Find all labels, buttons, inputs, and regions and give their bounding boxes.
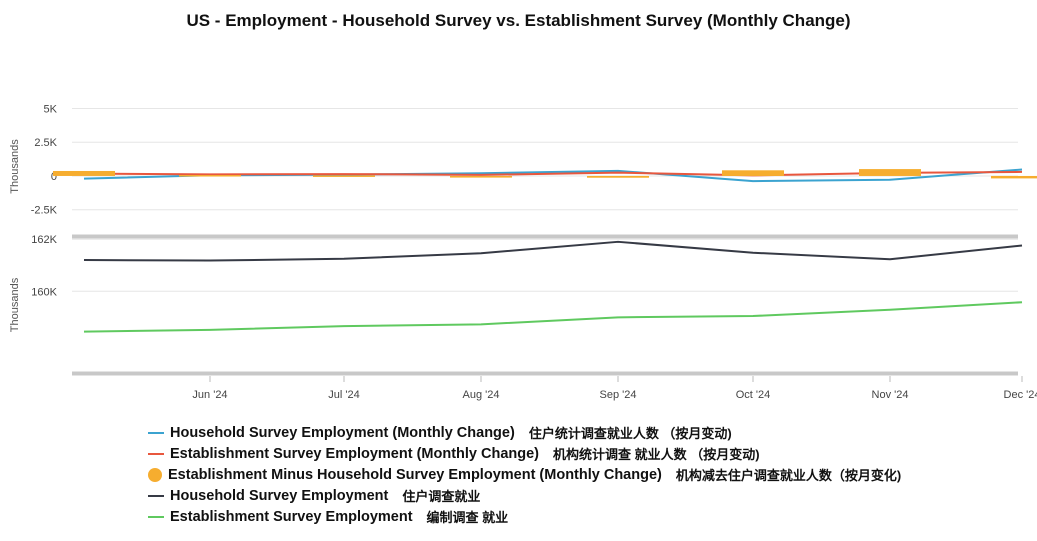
chart-svg: 5K 2.5K 0 -2.5K Thousands 162K 160K Thousands Ju… bbox=[9, 103, 1037, 401]
legend-item[interactable]: Establishment Survey Employment 编制调查 就业 bbox=[148, 506, 901, 527]
y-axis-title: Thousands bbox=[9, 139, 21, 194]
x-tick-label: Aug '24 bbox=[463, 389, 500, 401]
diff-bar bbox=[179, 175, 241, 177]
legend-dot-marker bbox=[148, 467, 162, 482]
diff-bar bbox=[313, 175, 375, 177]
y-tick-label: 0 bbox=[51, 171, 57, 183]
legend-line-marker bbox=[148, 452, 164, 455]
legend-item[interactable]: Household Survey Employment (Monthly Cha… bbox=[148, 422, 901, 443]
diff-bar bbox=[991, 175, 1037, 179]
legend-label: Household Survey Employment bbox=[170, 487, 389, 504]
legend-label-chinese: 编制调查 就业 bbox=[426, 510, 509, 525]
y-tick-label: 160K bbox=[31, 286, 57, 298]
legend-line-marker bbox=[148, 515, 164, 518]
y-axis-title: Thousands bbox=[9, 277, 21, 332]
legend-label-chinese: 机构统计调查 就业人数 （按月变动) bbox=[553, 447, 760, 462]
legend-label: Household Survey Employment (Monthly Cha… bbox=[170, 424, 515, 441]
legend-label-chinese: 住户调查就业 bbox=[402, 489, 481, 504]
legend-line-marker bbox=[148, 431, 164, 434]
legend-label-chinese: 机构减去住户调查就业人数（按月变化) bbox=[675, 468, 902, 483]
legend-label-chinese: 住户统计调查就业人数 （按月变动) bbox=[528, 426, 732, 441]
legend-label: Establishment Survey Employment bbox=[170, 508, 413, 525]
legend-label: Establishment Survey Employment (Monthly… bbox=[170, 445, 539, 462]
x-tick-label: Sep '24 bbox=[600, 389, 637, 401]
legend-item[interactable]: Household Survey Employment 住户调查就业 bbox=[148, 485, 901, 506]
legend-item[interactable]: Establishment Minus Household Survey Emp… bbox=[148, 464, 901, 485]
x-tick-label: Oct '24 bbox=[736, 389, 771, 401]
legend-label: Establishment Minus Household Survey Emp… bbox=[168, 466, 662, 483]
diff-bar bbox=[53, 170, 115, 176]
x-tick-label: Nov '24 bbox=[872, 389, 909, 401]
y-tick-label: 2.5K bbox=[34, 137, 57, 149]
series-line bbox=[83, 301, 1023, 333]
chart-title: US - Employment - Household Survey vs. E… bbox=[186, 11, 851, 30]
chart-legend: Household Survey Employment (Monthly Cha… bbox=[148, 422, 901, 527]
legend-line-marker bbox=[148, 494, 164, 497]
diff-bar bbox=[859, 169, 921, 176]
y-tick-label: 5K bbox=[44, 103, 58, 115]
y-tick-label: 162K bbox=[31, 234, 57, 246]
diff-bar bbox=[587, 175, 649, 178]
y-tick-label: -2.5K bbox=[31, 205, 58, 217]
x-tick-label: Jun '24 bbox=[192, 389, 227, 401]
series-line bbox=[83, 240, 1023, 262]
legend-item[interactable]: Establishment Survey Employment (Monthly… bbox=[148, 443, 901, 464]
x-tick-label: Dec '24 bbox=[1004, 389, 1037, 401]
diff-bar bbox=[722, 170, 784, 176]
diff-bar bbox=[450, 175, 512, 178]
x-tick-label: Jul '24 bbox=[328, 389, 359, 401]
